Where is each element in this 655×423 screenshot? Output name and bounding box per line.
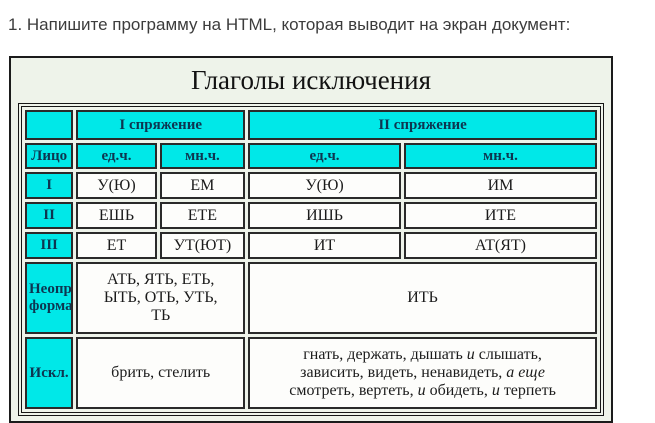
header-conj2-plural: мн.ч. — [403, 143, 597, 169]
cell-ending: ЕМ — [159, 172, 246, 199]
cell-infinitive-conj2: ИТЬ — [248, 262, 597, 334]
row-label-person-2: II — [25, 202, 74, 229]
row-label-person-3: III — [25, 232, 74, 259]
exceptions-text-part: обидеть, — [425, 382, 492, 399]
header-conj1-singular: ед.ч. — [76, 143, 157, 169]
row-label-person-1: I — [25, 172, 74, 199]
table-row-exceptions: Искл. брить, стелить гнать, держать, дыш… — [25, 337, 597, 409]
task-instruction-text: 1. Напишите программу на HTML, которая в… — [8, 15, 571, 34]
exceptions-text-part: гнать, держать, дышать — [303, 346, 467, 363]
conjugation-table: I спряжение II спряжение Лицо ед.ч. мн.ч… — [18, 103, 604, 416]
header-conj2-singular: ед.ч. — [248, 143, 401, 169]
cell-ending: ИМ — [403, 172, 597, 199]
cell-exceptions-conj1: брить, стелить — [76, 337, 246, 409]
infinitive-conj1-line2: ЫТЬ, ОТЬ, УТЬ, — [103, 289, 218, 306]
table-row-conjugation-headers: I спряжение II спряжение — [25, 110, 597, 140]
cell-ending: ЕШЬ — [76, 202, 157, 229]
cell-ending: У(Ю) — [248, 172, 401, 199]
table-row-person-1: I У(Ю) ЕМ У(Ю) ИМ — [25, 172, 597, 199]
cell-ending: ЕТ — [76, 232, 157, 259]
exceptions-text-part: терпеть — [499, 382, 556, 399]
row-label-infinitive: Неопр. форма — [25, 262, 74, 334]
row-label-infinitive-line2: форма — [29, 298, 73, 314]
table-row-person-3: III ЕТ УТ(ЮТ) ИТ АТ(ЯТ) — [25, 232, 597, 259]
table-row-person-2: II ЕШЬ ЕТЕ ИШЬ ИТЕ — [25, 202, 597, 229]
header-conj1-plural: мн.ч. — [159, 143, 246, 169]
exceptions-italic-word: а еще — [506, 364, 545, 381]
header-conjugation-2: II спряжение — [248, 110, 597, 140]
cell-ending: ЕТЕ — [159, 202, 246, 229]
cell-ending: УТ(ЮТ) — [159, 232, 246, 259]
document-frame: Глаголы исключения I спряжение II спряже… — [9, 56, 613, 423]
table-row-infinitive: Неопр. форма АТЬ, ЯТЬ, ЕТЬ, ЫТЬ, ОТЬ, УТ… — [25, 262, 597, 334]
exceptions-text-part: зависить, видеть, ненавидеть, — [300, 364, 507, 381]
cell-ending: У(Ю) — [76, 172, 157, 199]
cell-ending: ИТЕ — [403, 202, 597, 229]
exceptions-text-part: слышать, — [474, 346, 542, 363]
cell-ending: ИШЬ — [248, 202, 401, 229]
infinitive-conj1-line3: ТЬ — [151, 307, 171, 324]
row-label-exceptions: Искл. — [25, 337, 74, 409]
exceptions-italic-word: и — [417, 382, 426, 399]
header-conjugation-1: I спряжение — [76, 110, 246, 140]
cell-exceptions-conj2: гнать, держать, дышать и слышать, зависи… — [248, 337, 597, 409]
cell-infinitive-conj1: АТЬ, ЯТЬ, ЕТЬ, ЫТЬ, ОТЬ, УТЬ, ТЬ — [76, 262, 246, 334]
exceptions-italic-word: и — [466, 346, 475, 363]
infinitive-conj1-line1: АТЬ, ЯТЬ, ЕТЬ, — [106, 271, 215, 288]
exceptions-text-part: смотреть, вертеть, — [289, 382, 418, 399]
table-row-number-headers: Лицо ед.ч. мн.ч. ед.ч. мн.ч. — [25, 143, 597, 169]
cell-ending: ИТ — [248, 232, 401, 259]
header-person: Лицо — [25, 143, 74, 169]
exceptions-italic-word: и — [491, 382, 500, 399]
cell-ending: АТ(ЯТ) — [403, 232, 597, 259]
document-title: Глаголы исключения — [191, 65, 431, 95]
row-label-infinitive-line1: Неопр. — [29, 281, 74, 297]
corner-cell — [25, 110, 74, 140]
